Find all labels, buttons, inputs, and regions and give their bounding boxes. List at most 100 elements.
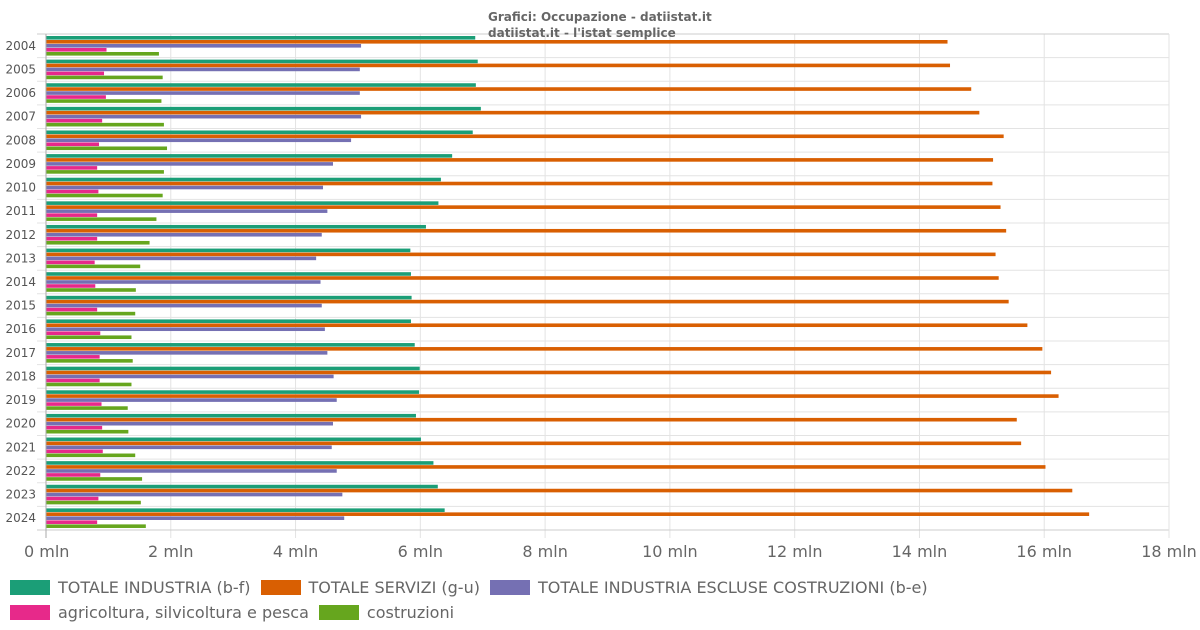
- bar[interactable]: [46, 146, 168, 151]
- bar[interactable]: [46, 359, 133, 363]
- bar[interactable]: [46, 288, 136, 292]
- bar[interactable]: [46, 185, 324, 190]
- bar[interactable]: [46, 425, 103, 430]
- bar[interactable]: [46, 177, 441, 182]
- bar[interactable]: [46, 465, 1046, 469]
- bar[interactable]: [46, 449, 103, 454]
- bar[interactable]: [46, 421, 333, 426]
- bar[interactable]: [46, 205, 1001, 209]
- bar[interactable]: [46, 236, 98, 241]
- bar[interactable]: [46, 335, 132, 340]
- bar[interactable]: [46, 59, 478, 64]
- bar[interactable]: [46, 158, 994, 162]
- bar[interactable]: [46, 343, 415, 347]
- bar[interactable]: [46, 134, 1004, 139]
- bar[interactable]: [46, 307, 98, 312]
- bar[interactable]: [46, 327, 325, 332]
- bar[interactable]: [46, 319, 411, 324]
- bar[interactable]: [46, 520, 98, 524]
- bar[interactable]: [46, 508, 445, 512]
- bar[interactable]: [46, 355, 100, 359]
- bar[interactable]: [46, 445, 332, 450]
- bar[interactable]: [46, 193, 163, 198]
- bar[interactable]: [46, 52, 159, 56]
- bar[interactable]: [46, 264, 141, 269]
- bar[interactable]: [46, 417, 1017, 422]
- bar[interactable]: [46, 217, 157, 221]
- bar[interactable]: [46, 512, 1090, 516]
- legend-item[interactable]: agricoltura, silvicoltura e pesca: [10, 603, 309, 622]
- bar[interactable]: [46, 122, 164, 127]
- bar[interactable]: [46, 130, 473, 135]
- bar[interactable]: [46, 154, 453, 158]
- bar[interactable]: [46, 484, 438, 489]
- bar[interactable]: [46, 488, 1073, 493]
- bar[interactable]: [46, 252, 996, 257]
- bar[interactable]: [46, 496, 99, 501]
- bar[interactable]: [46, 402, 102, 406]
- bar[interactable]: [46, 240, 150, 245]
- bar[interactable]: [46, 91, 360, 95]
- bar[interactable]: [46, 248, 411, 253]
- bar[interactable]: [46, 213, 98, 217]
- legend-item[interactable]: costruzioni: [318, 603, 454, 622]
- bar[interactable]: [46, 473, 101, 477]
- bar[interactable]: [46, 71, 105, 76]
- bar[interactable]: [46, 390, 420, 394]
- legend-item[interactable]: TOTALE INDUSTRIA (b-f): [10, 578, 251, 597]
- bar[interactable]: [46, 299, 1009, 304]
- bar[interactable]: [46, 44, 362, 48]
- bar[interactable]: [46, 118, 103, 123]
- bar[interactable]: [46, 331, 101, 336]
- bar[interactable]: [46, 114, 362, 119]
- bar[interactable]: [46, 95, 106, 99]
- bar[interactable]: [46, 201, 439, 205]
- bar[interactable]: [46, 224, 426, 229]
- legend-item[interactable]: TOTALE INDUSTRIA ESCLUSE COSTRUZIONI (b-…: [489, 578, 928, 597]
- bar[interactable]: [46, 67, 360, 72]
- bar[interactable]: [46, 500, 141, 505]
- bar[interactable]: [46, 276, 999, 280]
- bar[interactable]: [46, 40, 948, 44]
- bar[interactable]: [46, 524, 146, 528]
- bar[interactable]: [46, 138, 352, 143]
- bar[interactable]: [46, 374, 334, 379]
- bar[interactable]: [46, 382, 132, 387]
- bar[interactable]: [46, 209, 328, 213]
- bar[interactable]: [46, 162, 333, 166]
- bar[interactable]: [46, 75, 163, 80]
- bar[interactable]: [46, 351, 328, 355]
- bar[interactable]: [46, 323, 1028, 328]
- bar[interactable]: [46, 469, 337, 473]
- bar[interactable]: [46, 453, 136, 458]
- bar[interactable]: [46, 492, 343, 497]
- bar[interactable]: [46, 280, 321, 284]
- bar[interactable]: [46, 181, 993, 186]
- bar[interactable]: [46, 142, 100, 147]
- bar[interactable]: [46, 260, 95, 265]
- bar[interactable]: [46, 87, 972, 91]
- bar[interactable]: [46, 429, 129, 434]
- bar[interactable]: [46, 256, 317, 261]
- bar[interactable]: [46, 170, 164, 174]
- bar[interactable]: [46, 106, 481, 111]
- bar[interactable]: [46, 394, 1059, 398]
- bar[interactable]: [46, 284, 96, 288]
- bar[interactable]: [46, 437, 421, 442]
- bar[interactable]: [46, 441, 1022, 446]
- bar[interactable]: [46, 303, 322, 308]
- bar[interactable]: [46, 413, 416, 418]
- bar[interactable]: [46, 48, 107, 52]
- bar[interactable]: [46, 461, 434, 465]
- bar[interactable]: [46, 189, 99, 194]
- bar[interactable]: [46, 99, 162, 103]
- legend-item[interactable]: TOTALE SERVIZI (g-u): [260, 578, 480, 597]
- bar[interactable]: [46, 366, 420, 371]
- bar[interactable]: [46, 347, 1043, 351]
- bar[interactable]: [46, 378, 100, 383]
- bar[interactable]: [46, 295, 412, 300]
- bar[interactable]: [46, 477, 143, 481]
- bar[interactable]: [46, 110, 980, 115]
- bar[interactable]: [46, 166, 98, 170]
- bar[interactable]: [46, 398, 337, 402]
